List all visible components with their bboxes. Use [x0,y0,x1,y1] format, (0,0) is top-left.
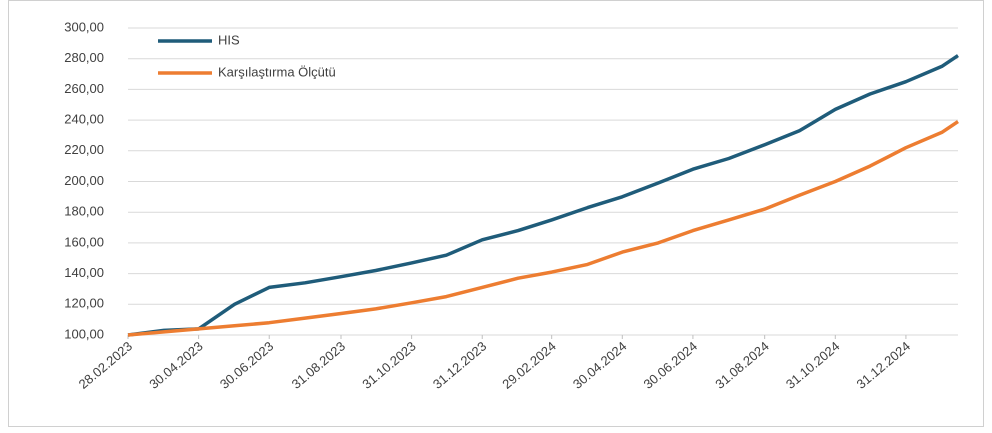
y-tick-label: 120,00 [64,296,104,311]
y-tick-label: 220,00 [64,142,104,157]
y-tick-label: 260,00 [64,81,104,96]
y-tick-label: 280,00 [64,50,104,65]
series-line [127,54,959,337]
y-tick-label: 200,00 [64,173,104,188]
legend-label: Karşılaştırma Ölçütü [218,64,336,79]
legend-label: HIS [218,32,240,47]
y-tick-label: 160,00 [64,234,104,249]
series-line [127,120,959,337]
y-tick-label: 100,00 [64,326,104,341]
y-tick-label: 240,00 [64,112,104,127]
chart-frame [8,0,984,427]
y-tick-label: 140,00 [64,265,104,280]
y-tick-label: 300,00 [64,19,104,34]
y-tick-label: 180,00 [64,204,104,219]
